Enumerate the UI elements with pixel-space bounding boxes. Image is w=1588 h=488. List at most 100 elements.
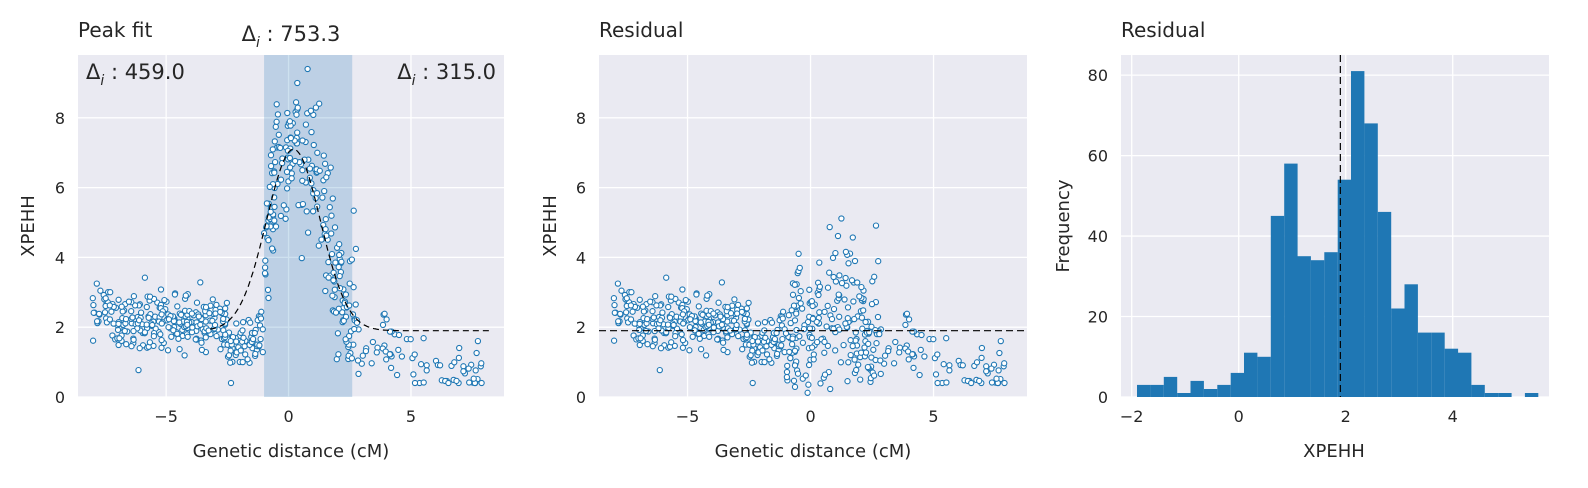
data-point (854, 279, 861, 286)
data-point (202, 304, 210, 311)
data-point (233, 320, 240, 327)
residual-scatter-panel: −5 0 5 0 2 4 6 8 Residual Genetic distance (cM)… (540, 18, 1027, 462)
data-point (830, 305, 838, 313)
data-point (130, 327, 137, 335)
data-point (227, 379, 235, 387)
annotation-right: Δi : 315.0 (397, 60, 496, 89)
data-point (734, 301, 742, 309)
histogram-bar (1471, 384, 1485, 397)
data-point (323, 174, 330, 181)
y-tick-label: 8 (576, 109, 586, 128)
data-point (316, 100, 323, 107)
x-tick-label: −2 (1120, 407, 1144, 426)
data-point (821, 338, 828, 346)
data-point (115, 341, 122, 349)
data-point (860, 307, 867, 314)
data-point (787, 354, 794, 362)
data-point (309, 208, 317, 215)
data-point (871, 273, 878, 280)
data-point (699, 311, 706, 318)
data-point (821, 371, 829, 378)
data-point (629, 308, 636, 315)
data-point (813, 338, 821, 346)
data-point (639, 303, 647, 310)
data-point (286, 164, 294, 171)
data-point (386, 351, 393, 358)
data-point (762, 334, 769, 341)
data-point (702, 352, 710, 359)
data-point (682, 296, 689, 304)
data-point (745, 299, 752, 307)
data-point (851, 356, 858, 363)
data-point (135, 317, 143, 324)
data-point (808, 334, 816, 342)
data-point (808, 344, 816, 351)
data-point (410, 371, 417, 378)
data-point (328, 250, 336, 258)
y-axis-label: XPEHH (18, 195, 39, 257)
data-point (868, 300, 876, 308)
annotation-left: Δi : 459.0 (86, 60, 185, 89)
x-tick-label: 4 (1448, 407, 1458, 426)
data-point (244, 356, 251, 363)
data-point (843, 282, 850, 289)
data-point (125, 298, 133, 305)
data-point (748, 359, 756, 366)
data-point (315, 242, 322, 249)
data-point (821, 349, 828, 356)
data-point (799, 339, 807, 346)
data-point (143, 321, 150, 328)
y-axis-label: XPEHH (540, 195, 561, 257)
data-point (350, 207, 357, 214)
data-point (815, 291, 822, 299)
data-point (850, 298, 857, 305)
histogram-bar (1270, 215, 1285, 397)
histogram-bar (1150, 384, 1164, 397)
histogram-bars (1137, 71, 1539, 398)
data-point (864, 363, 872, 371)
data-point (271, 158, 279, 166)
data-point (205, 327, 212, 334)
data-point (885, 347, 892, 355)
data-point (129, 314, 136, 321)
data-point (456, 344, 463, 352)
data-point (794, 370, 802, 377)
data-point (805, 381, 812, 388)
data-point (145, 314, 152, 321)
data-point (470, 375, 477, 382)
chart-title: Residual (599, 18, 683, 42)
data-point (724, 304, 731, 311)
data-point (299, 137, 306, 144)
data-point (849, 234, 856, 241)
data-point (336, 272, 343, 280)
data-point (137, 309, 145, 316)
y-tick-label: 8 (55, 109, 65, 128)
data-point (280, 202, 287, 209)
data-point (847, 351, 854, 359)
data-point (220, 315, 227, 323)
data-point (788, 307, 795, 314)
data-point (749, 379, 756, 387)
data-point (332, 309, 340, 316)
histogram-bar (1444, 348, 1459, 397)
data-point (837, 359, 845, 366)
data-point (993, 375, 1000, 382)
data-point (336, 251, 343, 259)
histogram-bar (1163, 376, 1178, 397)
data-point (644, 341, 651, 348)
data-point (868, 323, 875, 330)
histogram-bar (1364, 123, 1378, 398)
data-point (848, 277, 856, 284)
data-point (838, 279, 846, 287)
data-point (271, 217, 278, 224)
data-point (995, 367, 1002, 374)
data-point (141, 329, 149, 336)
data-point (816, 259, 823, 266)
data-point (905, 356, 912, 363)
x-axis-label: XPEHH (1303, 441, 1365, 462)
data-point (946, 362, 953, 369)
data-point (193, 299, 201, 306)
data-point (617, 310, 624, 318)
data-point (779, 315, 786, 322)
